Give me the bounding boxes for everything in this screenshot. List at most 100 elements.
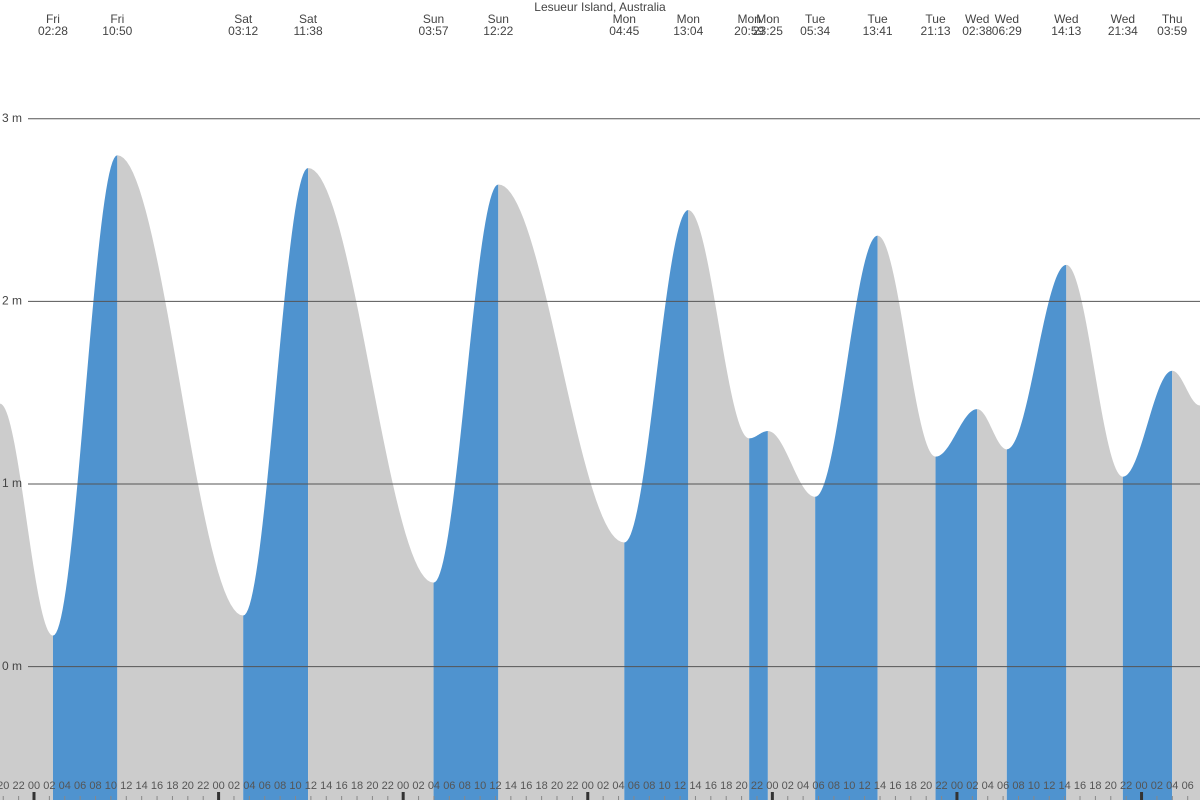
x-tick-label: 12 <box>489 780 501 792</box>
x-tick-label: 04 <box>59 780 71 792</box>
rising-tide <box>1006 264 1067 800</box>
x-tick-label: 12 <box>120 780 132 792</box>
x-tick-label: 06 <box>997 780 1009 792</box>
falling-tide <box>117 155 244 800</box>
extreme-day: Mon <box>677 12 700 26</box>
x-tick-label: 22 <box>1120 780 1132 792</box>
extreme-day: Wed <box>1111 12 1135 26</box>
x-tick-label: 10 <box>659 780 671 792</box>
x-tick-label: 22 <box>566 780 578 792</box>
x-tick-label: 00 <box>951 780 963 792</box>
extreme-day: Sun <box>423 12 444 26</box>
x-tick-label: 18 <box>1089 780 1101 792</box>
falling-tide <box>877 235 936 800</box>
falling-tide <box>688 210 750 800</box>
falling-tide <box>977 409 1007 800</box>
x-tick-label: 06 <box>628 780 640 792</box>
rising-tide <box>935 409 978 800</box>
extreme-time: 03:59 <box>1157 24 1187 38</box>
x-tick-label: 22 <box>12 780 24 792</box>
extreme-time: 03:57 <box>419 24 449 38</box>
x-tick-label: 02 <box>597 780 609 792</box>
x-tick-label: 20 <box>920 780 932 792</box>
x-tick-label: 10 <box>289 780 301 792</box>
extreme-time: 13:04 <box>673 24 703 38</box>
y-tick-label: 2 m <box>2 294 22 308</box>
falling-tide <box>1066 264 1123 800</box>
x-tick-label: 04 <box>982 780 994 792</box>
x-tick-label: 20 <box>551 780 563 792</box>
x-tick-label: 16 <box>889 780 901 792</box>
extreme-time: 23:25 <box>753 24 783 38</box>
x-tick-label: 18 <box>905 780 917 792</box>
x-tick-label: 20 <box>182 780 194 792</box>
extreme-time: 04:45 <box>609 24 639 38</box>
x-tick-label: 00 <box>28 780 40 792</box>
x-tick-label: 06 <box>74 780 86 792</box>
x-tick-label: 00 <box>212 780 224 792</box>
extreme-time: 03:12 <box>228 24 258 38</box>
x-tick-label: 20 <box>0 780 9 792</box>
falling-tide <box>498 184 625 800</box>
extreme-day: Tue <box>867 12 888 26</box>
x-tick-label: 08 <box>274 780 286 792</box>
x-tick-label: 02 <box>966 780 978 792</box>
x-tick-label: 20 <box>735 780 747 792</box>
x-tick-label: 10 <box>474 780 486 792</box>
falling-tide <box>767 431 816 800</box>
extreme-day: Tue <box>805 12 826 26</box>
y-tick-label: 1 m <box>2 476 22 490</box>
x-tick-label: 12 <box>859 780 871 792</box>
x-tick-label: 10 <box>105 780 117 792</box>
extreme-day: Wed <box>965 12 989 26</box>
extreme-day: Fri <box>110 12 124 26</box>
rising-tide <box>52 155 118 800</box>
rising-tide <box>749 431 768 800</box>
x-tick-label: 22 <box>935 780 947 792</box>
x-tick-label: 14 <box>1059 780 1071 792</box>
x-tick-label: 16 <box>336 780 348 792</box>
rising-tide <box>815 235 878 800</box>
extreme-day: Mon <box>756 12 779 26</box>
extreme-time: 21:34 <box>1108 24 1138 38</box>
x-tick-label: 08 <box>643 780 655 792</box>
extreme-day: Tue <box>925 12 946 26</box>
x-tick-label: 00 <box>397 780 409 792</box>
x-tick-label: 18 <box>720 780 732 792</box>
x-tick-label: 08 <box>459 780 471 792</box>
x-tick-label: 12 <box>674 780 686 792</box>
extreme-day: Mon <box>737 12 760 26</box>
x-tick-label: 04 <box>428 780 440 792</box>
x-tick-label: 22 <box>382 780 394 792</box>
extreme-time: 06:29 <box>992 24 1022 38</box>
x-tick-label: 08 <box>89 780 101 792</box>
rising-tide <box>624 210 689 800</box>
extreme-time: 20:59 <box>734 24 764 38</box>
chart-title: Lesueur Island, Australia <box>534 0 666 14</box>
x-tick-label: 22 <box>751 780 763 792</box>
x-tick-label: 16 <box>151 780 163 792</box>
falling-tide <box>0 403 53 800</box>
x-tick-label: 00 <box>1135 780 1147 792</box>
x-tick-label: 12 <box>1043 780 1055 792</box>
x-tick-label: 08 <box>828 780 840 792</box>
rising-tide <box>433 184 499 800</box>
x-tick-label: 10 <box>1028 780 1040 792</box>
extreme-day: Wed <box>1054 12 1078 26</box>
x-tick-label: 00 <box>766 780 778 792</box>
x-tick-label: 06 <box>1182 780 1194 792</box>
extreme-time: 10:50 <box>102 24 132 38</box>
x-tick-label: 14 <box>505 780 517 792</box>
extreme-day: Wed <box>995 12 1019 26</box>
x-tick-label: 16 <box>1074 780 1086 792</box>
x-tick-label: 06 <box>259 780 271 792</box>
x-tick-label: 02 <box>43 780 55 792</box>
x-tick-label: 04 <box>1166 780 1178 792</box>
extreme-time: 14:13 <box>1051 24 1081 38</box>
x-tick-label: 16 <box>705 780 717 792</box>
x-tick-label: 02 <box>228 780 240 792</box>
x-tick-label: 14 <box>136 780 148 792</box>
extreme-time: 12:22 <box>483 24 513 38</box>
extreme-day: Sun <box>488 12 509 26</box>
